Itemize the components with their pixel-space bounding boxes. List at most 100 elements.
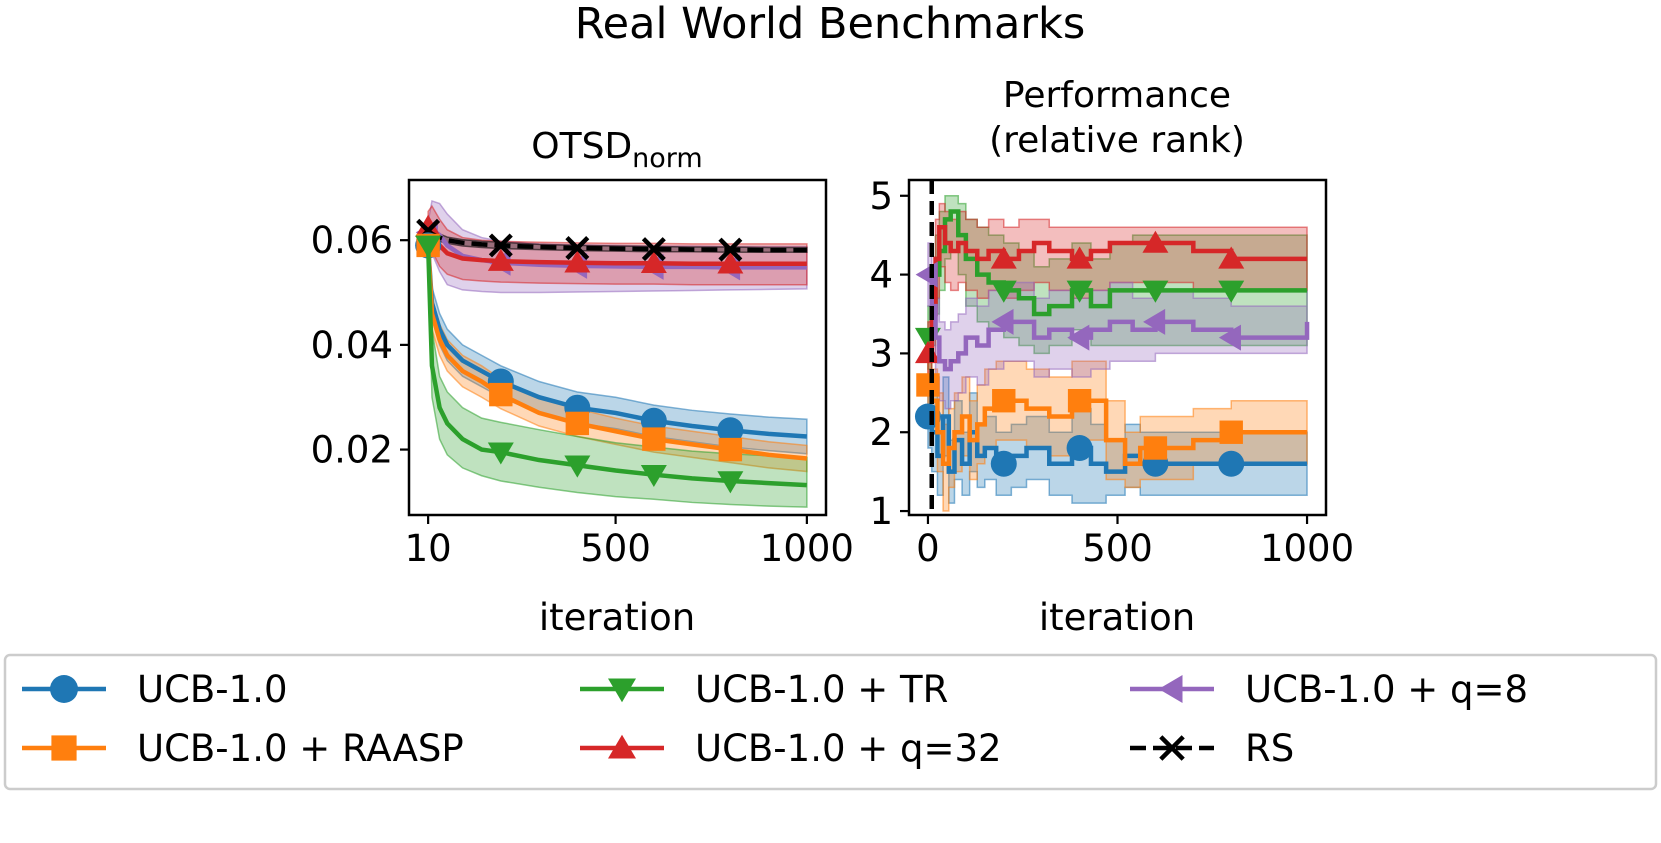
legend-marker bbox=[51, 735, 77, 761]
marker-rs bbox=[565, 236, 590, 261]
x-tick-label: 500 bbox=[580, 527, 651, 570]
left-panel-title-sub: norm bbox=[632, 143, 703, 174]
legend-marker bbox=[608, 678, 636, 703]
marker-q8 bbox=[1143, 308, 1166, 335]
marker-tr bbox=[990, 280, 1017, 303]
marker-raasp bbox=[718, 437, 743, 462]
marker-rs bbox=[488, 233, 513, 258]
x-tick-label: 0 bbox=[916, 527, 940, 570]
marker-ucb bbox=[914, 403, 941, 430]
y-tick-label: 0.06 bbox=[311, 219, 393, 262]
marker-raasp bbox=[1219, 420, 1243, 444]
marker-q32 bbox=[990, 246, 1017, 269]
marker-tr bbox=[717, 471, 744, 494]
right-plot-series bbox=[914, 180, 1310, 515]
x-tick-label: 10 bbox=[405, 527, 452, 570]
y-tick-label: 0.04 bbox=[311, 324, 393, 367]
y-tick-label: 5 bbox=[869, 175, 893, 218]
y-tick-label: 1 bbox=[869, 490, 893, 533]
marker-raasp bbox=[642, 427, 666, 451]
legend-frame bbox=[3, 653, 1658, 791]
legend-item-tr: UCB-1.0 + TR bbox=[580, 668, 948, 711]
right-panel-title-line1: Performance bbox=[1003, 75, 1231, 116]
marker-tr bbox=[415, 235, 442, 258]
marker-tr bbox=[1066, 280, 1093, 303]
x-tick-label: 1000 bbox=[1260, 527, 1354, 570]
marker-tr bbox=[564, 455, 591, 478]
legend-item-raasp: UCB-1.0 + RAASP bbox=[22, 727, 464, 770]
marker-raasp bbox=[565, 411, 590, 436]
marker-ucb bbox=[1066, 435, 1093, 461]
marker-ucb bbox=[717, 417, 744, 444]
marker-raasp bbox=[992, 389, 1016, 413]
marker-q32 bbox=[1066, 246, 1093, 269]
marker-q32 bbox=[640, 250, 667, 273]
left-plot-area: 10 500 1000 0.02 0.04 0.06 bbox=[311, 178, 854, 570]
legend-label: UCB-1.0 + q=32 bbox=[695, 727, 1002, 770]
marker-q8 bbox=[991, 308, 1014, 335]
y-tick-label: 0.02 bbox=[311, 429, 393, 472]
marker-q32 bbox=[1142, 230, 1169, 253]
line-q8 bbox=[426, 227, 807, 270]
right-panel: Performance (relative rank) 0 500 1000 1 2 3 4… bbox=[869, 75, 1354, 639]
marker-tr bbox=[640, 464, 667, 488]
x-tick-label: 500 bbox=[1082, 527, 1153, 570]
marker-q32 bbox=[1218, 246, 1245, 269]
left-panel-title-main: OTSD bbox=[531, 126, 632, 167]
marker-q32 bbox=[415, 214, 442, 237]
legend-item-ucb: UCB-1.0 bbox=[22, 668, 288, 711]
line-tr bbox=[425, 245, 807, 488]
right-plot-area: 0 500 1000 1 2 3 4 5 bbox=[869, 175, 1354, 570]
x-tick-label: 1000 bbox=[760, 527, 854, 570]
line-q32 bbox=[426, 226, 807, 266]
legend-items: UCB-1.0 UCB-1.0 + TR UCB-1.0 + q=8 UCB-1.0 … bbox=[22, 668, 1528, 770]
marker-raasp bbox=[489, 382, 513, 407]
legend-marker bbox=[608, 734, 636, 759]
right-xlabel: iteration bbox=[1039, 596, 1195, 639]
left-plot-series bbox=[415, 199, 808, 508]
left-panel-title: OTSDnorm bbox=[531, 126, 702, 174]
legend-item-q32: UCB-1.0 + q=32 bbox=[580, 727, 1002, 770]
marker-raasp bbox=[1067, 389, 1092, 413]
y-tick-label: 3 bbox=[869, 332, 893, 375]
band-q8 bbox=[927, 242, 1308, 410]
marker-q32 bbox=[717, 251, 744, 274]
marker-q32 bbox=[564, 250, 591, 273]
left-xlabel: iteration bbox=[539, 596, 695, 639]
legend-label: RS bbox=[1245, 727, 1294, 770]
band-tr bbox=[427, 245, 808, 508]
marker-tr bbox=[1218, 280, 1245, 303]
marker-ucb bbox=[990, 450, 1017, 477]
legend-marker bbox=[1159, 735, 1185, 761]
marker-raasp bbox=[1143, 436, 1168, 460]
marker-tr bbox=[487, 442, 514, 465]
marker-q8 bbox=[1218, 324, 1241, 351]
legend-label: UCB-1.0 + q=8 bbox=[1245, 668, 1528, 711]
marker-ucb bbox=[1218, 450, 1245, 477]
marker-q8 bbox=[915, 261, 938, 288]
marker-tr bbox=[1142, 280, 1169, 303]
left-plot-frame bbox=[407, 178, 828, 517]
legend-label: UCB-1.0 + TR bbox=[695, 668, 948, 711]
legend-label: UCB-1.0 bbox=[137, 668, 288, 711]
right-panel-title-line2: (relative rank) bbox=[989, 120, 1245, 161]
marker-q8 bbox=[1067, 324, 1090, 351]
marker-raasp bbox=[916, 373, 940, 397]
legend-label: UCB-1.0 + RAASP bbox=[137, 727, 464, 770]
marker-q32 bbox=[487, 248, 514, 271]
y-tick-label: 2 bbox=[869, 411, 893, 454]
legend-item-q8: UCB-1.0 + q=8 bbox=[1130, 668, 1528, 711]
line-raasp bbox=[425, 245, 808, 461]
y-tick-label: 4 bbox=[869, 254, 893, 297]
legend: UCB-1.0 UCB-1.0 + TR UCB-1.0 + q=8 UCB-1.0 … bbox=[3, 653, 1658, 791]
chart-title: Real World Benchmarks bbox=[575, 0, 1086, 49]
marker-rs bbox=[718, 237, 743, 262]
marker-q32 bbox=[914, 341, 941, 364]
marker-ucb bbox=[640, 407, 667, 434]
legend-marker bbox=[50, 675, 78, 703]
left-panel: OTSDnorm 10 500 1000 0.02 0.04 0.06 iteration bbox=[311, 126, 854, 639]
marker-rs bbox=[641, 237, 666, 262]
legend-item-rs: RS bbox=[1130, 727, 1294, 770]
legend-marker bbox=[1158, 675, 1183, 703]
